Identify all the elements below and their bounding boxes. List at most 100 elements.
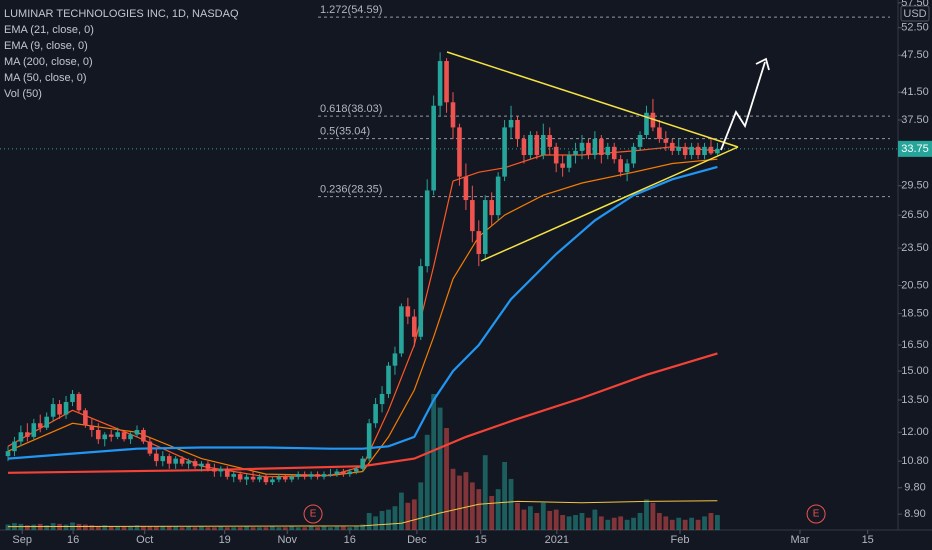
y-tick-label: 15.00	[901, 365, 929, 377]
volume-bar	[676, 517, 682, 530]
candle-body	[263, 476, 269, 483]
candle-body	[373, 404, 378, 424]
volume-bar	[399, 492, 404, 530]
volume-bar	[405, 502, 411, 530]
candle-body	[121, 432, 127, 440]
candle-body	[444, 61, 449, 103]
y-tick-label: 10.80	[901, 455, 929, 467]
candle-body	[302, 474, 307, 477]
volume-bar	[160, 525, 166, 530]
y-tick-label: 8.90	[904, 508, 925, 520]
volume-bar	[5, 524, 11, 530]
candle-body	[218, 468, 224, 472]
volume-bar	[173, 526, 179, 530]
candle-body	[508, 119, 514, 128]
candle-body	[147, 441, 153, 454]
symbol-title: LUMINAR TECHNOLOGIES INC, 1D, NASDAQ	[4, 8, 239, 20]
candle-body	[657, 127, 662, 139]
candle-body	[702, 146, 707, 156]
volume-bar	[695, 519, 701, 530]
volume-bar	[179, 527, 185, 530]
candle-body	[244, 476, 249, 480]
volume-bar	[289, 526, 295, 530]
volume-bar	[592, 509, 598, 530]
volume-bar	[598, 516, 604, 530]
volume-bar	[631, 517, 636, 530]
projection-arrow	[720, 61, 766, 151]
y-tick-label: 13.50	[901, 394, 929, 406]
candle-body	[669, 142, 675, 151]
volume-bar	[347, 527, 353, 530]
volume-bar	[624, 519, 630, 530]
candle-body	[283, 476, 288, 480]
candle-body	[237, 474, 243, 480]
volume-bar	[463, 472, 469, 530]
volume-bar	[321, 526, 327, 530]
volume-bar	[521, 509, 527, 530]
volume-bar	[63, 524, 69, 530]
candle-body	[386, 365, 391, 394]
volume-bar	[263, 527, 269, 530]
triangle-lower	[480, 146, 739, 262]
volume-bar	[115, 525, 121, 530]
volume-bar	[340, 526, 346, 530]
candle-body	[521, 138, 527, 156]
candle-body	[599, 138, 604, 156]
candle-body	[515, 119, 520, 139]
y-tick-label: 20.50	[901, 279, 929, 291]
volume-bar	[218, 526, 224, 530]
plot-area	[0, 16, 898, 530]
volume-bar	[82, 524, 88, 530]
volume-bar	[250, 527, 256, 530]
volume-bar	[476, 489, 482, 530]
volume-bar	[102, 525, 108, 530]
earnings-marker	[303, 504, 323, 524]
candle-body	[173, 458, 178, 464]
volume-bar	[31, 524, 37, 530]
volume-bar	[708, 513, 714, 530]
volume-bar	[689, 517, 695, 530]
fib-label: 1.272(54.59)	[320, 4, 382, 16]
volume-bar	[650, 502, 656, 530]
candle-body	[308, 474, 314, 477]
currency-box[interactable]	[900, 5, 930, 22]
volume-bar	[656, 513, 662, 530]
volume-bar	[702, 516, 707, 530]
volume-bar	[95, 525, 101, 530]
candle-body	[573, 150, 578, 156]
volume-bar	[715, 515, 720, 530]
volume-bar	[566, 516, 572, 530]
candle-body	[154, 453, 159, 462]
y-tick-label: 16.50	[901, 339, 929, 351]
candle-body	[431, 105, 436, 191]
volume-bar	[334, 526, 340, 530]
volume-bar	[244, 526, 250, 530]
x-tick-label: 15	[475, 534, 487, 546]
volume-bar	[418, 482, 424, 530]
volume-bar	[315, 527, 320, 530]
candle-body	[579, 142, 585, 151]
candle-body	[57, 404, 62, 415]
candle-body	[231, 474, 237, 477]
volume-bar	[128, 525, 133, 530]
volume-bar	[611, 517, 617, 530]
volume-bar	[618, 516, 624, 530]
candle-body	[63, 402, 69, 415]
candle-body	[179, 458, 185, 464]
volume-bar	[437, 407, 443, 530]
volume-bar	[515, 502, 520, 530]
fib-label: 0.618(38.03)	[320, 103, 382, 115]
candle-body	[418, 266, 424, 337]
candle-body	[605, 146, 611, 156]
candle-body	[379, 393, 385, 405]
x-tick-label: 15	[862, 534, 874, 546]
earnings-marker	[806, 504, 826, 524]
candle-body	[450, 102, 456, 128]
volume-bar	[276, 527, 282, 530]
candle-body	[31, 423, 37, 437]
candle-body	[457, 127, 462, 177]
volume-bar	[166, 526, 172, 530]
candle-body	[160, 456, 166, 462]
candle-body	[644, 112, 649, 136]
volume-bar	[134, 525, 140, 530]
